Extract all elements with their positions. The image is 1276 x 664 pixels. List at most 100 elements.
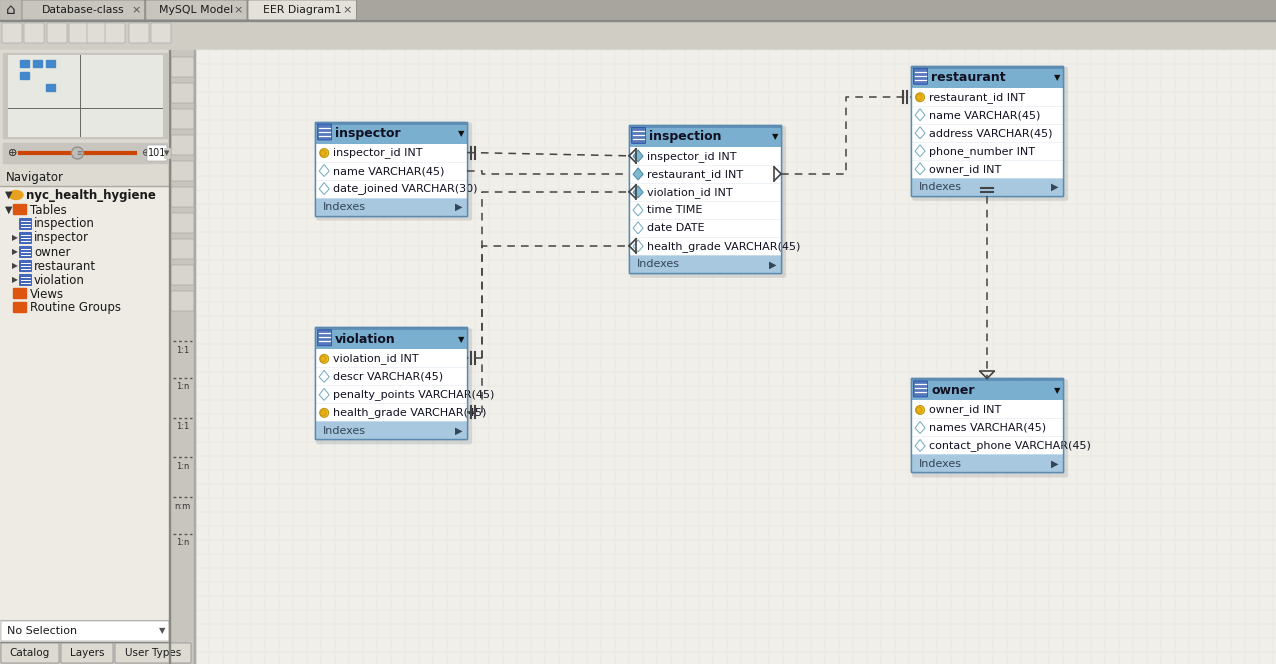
Bar bbox=[629, 237, 781, 255]
Bar bbox=[911, 436, 1063, 454]
Text: ▶: ▶ bbox=[11, 262, 18, 270]
Bar bbox=[0, 187, 170, 620]
Text: User Types: User Types bbox=[125, 648, 181, 658]
Bar bbox=[0, 620, 170, 642]
FancyBboxPatch shape bbox=[914, 68, 928, 84]
Polygon shape bbox=[633, 150, 643, 162]
Text: violation: violation bbox=[34, 274, 85, 286]
Text: Catalog: Catalog bbox=[10, 648, 50, 658]
Text: EER Diagram1: EER Diagram1 bbox=[263, 5, 342, 15]
Text: ×: × bbox=[131, 5, 140, 15]
Text: owner: owner bbox=[34, 246, 70, 258]
Text: 1:1: 1:1 bbox=[176, 422, 189, 431]
FancyBboxPatch shape bbox=[171, 57, 194, 77]
Bar bbox=[195, 50, 1276, 664]
Text: date_joined VARCHAR(30): date_joined VARCHAR(30) bbox=[333, 183, 477, 195]
FancyBboxPatch shape bbox=[316, 123, 472, 220]
Circle shape bbox=[320, 408, 329, 418]
Bar bbox=[911, 66, 1063, 196]
Text: nyc_health_hygiene: nyc_health_hygiene bbox=[26, 189, 156, 201]
Text: owner: owner bbox=[931, 384, 975, 397]
FancyBboxPatch shape bbox=[912, 380, 1068, 477]
Text: ⊖: ⊖ bbox=[8, 148, 18, 158]
Bar bbox=[629, 125, 781, 273]
Bar bbox=[629, 183, 781, 201]
Bar bbox=[315, 179, 467, 197]
Text: owner_id INT: owner_id INT bbox=[929, 164, 1002, 175]
Text: 1:n: 1:n bbox=[176, 462, 189, 471]
FancyBboxPatch shape bbox=[171, 109, 194, 129]
Polygon shape bbox=[633, 186, 643, 198]
Text: 101: 101 bbox=[148, 148, 166, 158]
FancyBboxPatch shape bbox=[3, 23, 22, 43]
FancyBboxPatch shape bbox=[318, 330, 332, 346]
Bar bbox=[629, 201, 781, 219]
Bar bbox=[315, 367, 467, 385]
Bar bbox=[629, 125, 781, 273]
Polygon shape bbox=[633, 168, 643, 180]
Text: inspector: inspector bbox=[336, 127, 401, 140]
FancyBboxPatch shape bbox=[171, 187, 194, 207]
Text: ⌂: ⌂ bbox=[6, 3, 15, 17]
Bar bbox=[911, 88, 1063, 106]
Bar bbox=[315, 122, 467, 216]
FancyBboxPatch shape bbox=[19, 247, 32, 257]
Bar bbox=[315, 403, 467, 422]
Ellipse shape bbox=[9, 191, 23, 199]
Text: Navigator: Navigator bbox=[6, 171, 64, 183]
Bar bbox=[911, 418, 1063, 436]
Text: Tables: Tables bbox=[31, 203, 66, 216]
FancyBboxPatch shape bbox=[316, 329, 472, 444]
Text: health_grade VARCHAR(45): health_grade VARCHAR(45) bbox=[333, 408, 486, 418]
FancyBboxPatch shape bbox=[87, 23, 107, 43]
Bar bbox=[315, 197, 467, 216]
Text: Views: Views bbox=[31, 288, 64, 301]
Text: 1:n: 1:n bbox=[176, 382, 189, 391]
Bar bbox=[0, 20, 1276, 50]
Text: violation: violation bbox=[336, 333, 396, 346]
Text: Indexes: Indexes bbox=[919, 182, 962, 193]
Text: Indexes: Indexes bbox=[919, 459, 962, 469]
Text: ▼: ▼ bbox=[1054, 73, 1060, 82]
FancyBboxPatch shape bbox=[147, 145, 167, 161]
Bar bbox=[629, 219, 781, 237]
Text: name VARCHAR(45): name VARCHAR(45) bbox=[929, 110, 1040, 120]
Bar bbox=[20, 72, 29, 79]
Text: ▶: ▶ bbox=[1051, 182, 1059, 193]
Text: descr VARCHAR(45): descr VARCHAR(45) bbox=[333, 372, 443, 382]
Text: restaurant_id INT: restaurant_id INT bbox=[647, 169, 743, 180]
Text: ×: × bbox=[343, 5, 352, 15]
Bar bbox=[46, 60, 55, 67]
Text: inspection: inspection bbox=[649, 130, 721, 143]
FancyBboxPatch shape bbox=[105, 23, 125, 43]
FancyBboxPatch shape bbox=[171, 161, 194, 181]
Circle shape bbox=[71, 147, 83, 159]
Text: date DATE: date DATE bbox=[647, 223, 704, 233]
Text: ▼: ▼ bbox=[772, 132, 778, 141]
Bar bbox=[0, 168, 170, 186]
Bar bbox=[629, 125, 781, 128]
FancyBboxPatch shape bbox=[19, 218, 32, 229]
Text: inspector_id INT: inspector_id INT bbox=[333, 147, 422, 159]
Bar bbox=[315, 349, 467, 367]
Bar bbox=[911, 454, 1063, 473]
Text: Database-class: Database-class bbox=[42, 5, 125, 15]
FancyBboxPatch shape bbox=[19, 275, 32, 286]
Bar bbox=[0, 20, 1276, 21]
FancyBboxPatch shape bbox=[248, 0, 356, 20]
Text: name VARCHAR(45): name VARCHAR(45) bbox=[333, 166, 444, 176]
Bar bbox=[0, 50, 170, 664]
Text: inspection: inspection bbox=[34, 218, 94, 230]
Bar bbox=[315, 122, 467, 216]
Text: names VARCHAR(45): names VARCHAR(45) bbox=[929, 423, 1046, 433]
Bar bbox=[315, 122, 467, 143]
Bar bbox=[629, 165, 781, 183]
Bar bbox=[3, 143, 167, 163]
FancyBboxPatch shape bbox=[914, 381, 928, 397]
Bar bbox=[315, 385, 467, 403]
Bar bbox=[33, 60, 42, 67]
Bar bbox=[170, 50, 195, 664]
Text: ⊕: ⊕ bbox=[8, 148, 18, 158]
Text: ▶: ▶ bbox=[456, 426, 463, 436]
FancyBboxPatch shape bbox=[14, 303, 27, 313]
